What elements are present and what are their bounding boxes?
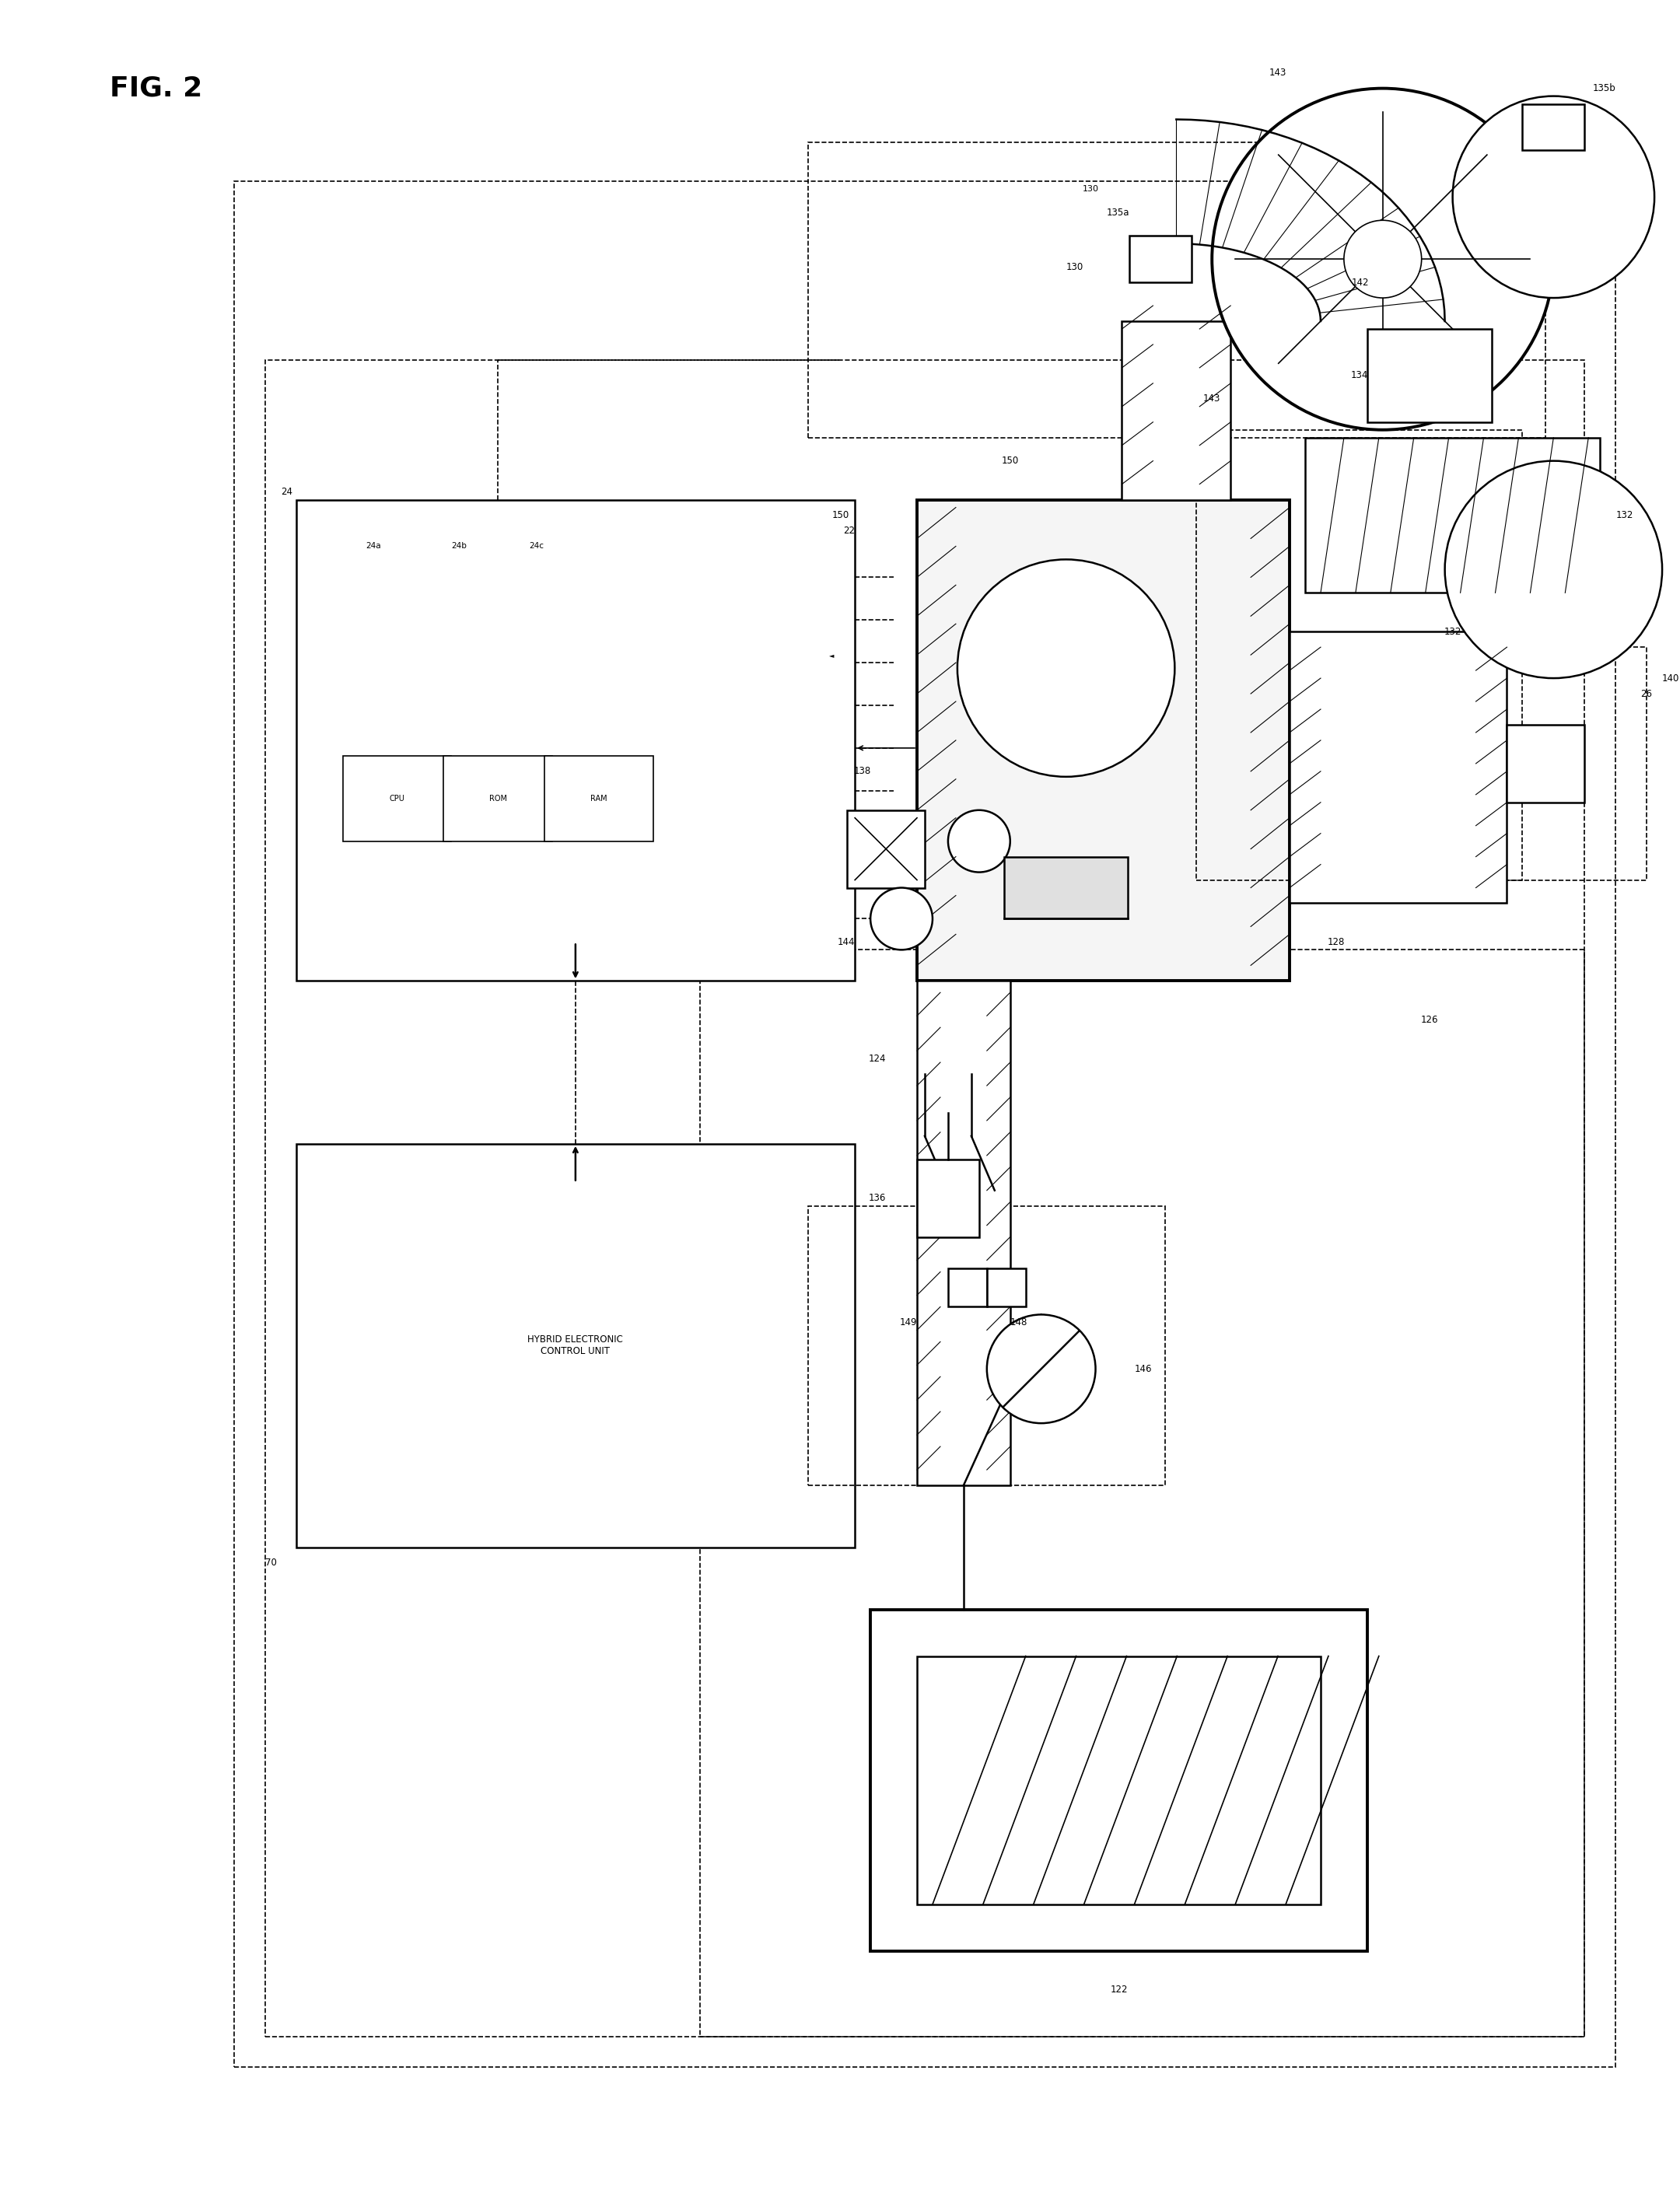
Text: 144: 144 — [837, 938, 855, 947]
Text: 26: 26 — [1641, 689, 1653, 700]
Text: ◄: ◄ — [830, 651, 835, 658]
Text: 128: 128 — [1327, 938, 1346, 947]
Bar — [986, 1268, 1026, 1307]
Circle shape — [986, 1314, 1095, 1423]
Bar — [847, 811, 924, 888]
Bar — [1305, 437, 1599, 592]
Text: 143: 143 — [1270, 68, 1287, 79]
Text: CPU: CPU — [390, 794, 405, 802]
Text: 132: 132 — [1443, 627, 1462, 636]
Bar — [948, 1268, 986, 1307]
Text: 143: 143 — [1203, 393, 1221, 404]
Bar — [808, 1207, 1166, 1484]
Text: 150: 150 — [1001, 457, 1018, 466]
Text: 146: 146 — [1134, 1364, 1152, 1375]
Text: 130: 130 — [1082, 186, 1099, 192]
Bar — [1368, 328, 1492, 422]
Text: 140: 140 — [1662, 673, 1680, 684]
Bar — [808, 142, 1546, 437]
Bar — [917, 982, 1010, 1484]
Text: FIG. 2: FIG. 2 — [109, 74, 203, 101]
Circle shape — [1211, 87, 1554, 431]
Bar — [699, 949, 1584, 2037]
Text: 150: 150 — [832, 509, 848, 520]
Bar — [1196, 431, 1522, 881]
Text: 136: 136 — [869, 1194, 885, 1202]
Circle shape — [948, 811, 1010, 872]
Bar — [343, 756, 452, 842]
Text: 142: 142 — [1352, 278, 1369, 286]
Text: 135b: 135b — [1593, 83, 1616, 94]
Text: 122: 122 — [1110, 1985, 1127, 1996]
Circle shape — [870, 888, 932, 949]
Circle shape — [1453, 96, 1655, 297]
Circle shape — [1445, 461, 1662, 678]
Text: 124: 124 — [869, 1054, 885, 1065]
Bar — [296, 1143, 855, 1548]
Bar — [1477, 647, 1646, 881]
Circle shape — [958, 560, 1174, 776]
Bar — [1129, 236, 1191, 282]
Text: 134: 134 — [1351, 369, 1368, 380]
Text: 126: 126 — [1421, 1014, 1438, 1025]
Bar — [265, 361, 1584, 2037]
Bar — [1122, 321, 1230, 501]
Polygon shape — [917, 1657, 1320, 1904]
Text: RAM: RAM — [590, 794, 606, 802]
Bar — [234, 181, 1616, 2068]
Text: 135a: 135a — [1107, 208, 1129, 219]
Text: 149: 149 — [899, 1318, 917, 1327]
Bar — [444, 756, 553, 842]
Text: 24: 24 — [281, 487, 292, 496]
Text: 22: 22 — [843, 525, 855, 536]
Text: 24a: 24a — [366, 542, 381, 551]
Text: 24b: 24b — [452, 542, 467, 551]
Bar — [1522, 105, 1584, 151]
Circle shape — [1344, 221, 1421, 297]
Bar — [1005, 857, 1129, 918]
Bar — [917, 501, 1290, 982]
Text: 132: 132 — [1616, 509, 1633, 520]
Text: HYBRID ELECTRONIC
CONTROL UNIT: HYBRID ELECTRONIC CONTROL UNIT — [528, 1336, 623, 1358]
Text: 70: 70 — [265, 1559, 277, 1567]
Bar — [544, 756, 654, 842]
Bar — [870, 1609, 1368, 1950]
Text: 138: 138 — [853, 767, 872, 776]
Bar — [296, 501, 855, 982]
Text: 24c: 24c — [529, 542, 544, 551]
Text: ROM: ROM — [489, 794, 507, 802]
Bar — [1507, 726, 1584, 802]
Text: 148: 148 — [1010, 1318, 1028, 1327]
Bar — [1290, 632, 1507, 903]
Bar — [917, 1159, 979, 1237]
Text: 130: 130 — [1065, 262, 1084, 271]
